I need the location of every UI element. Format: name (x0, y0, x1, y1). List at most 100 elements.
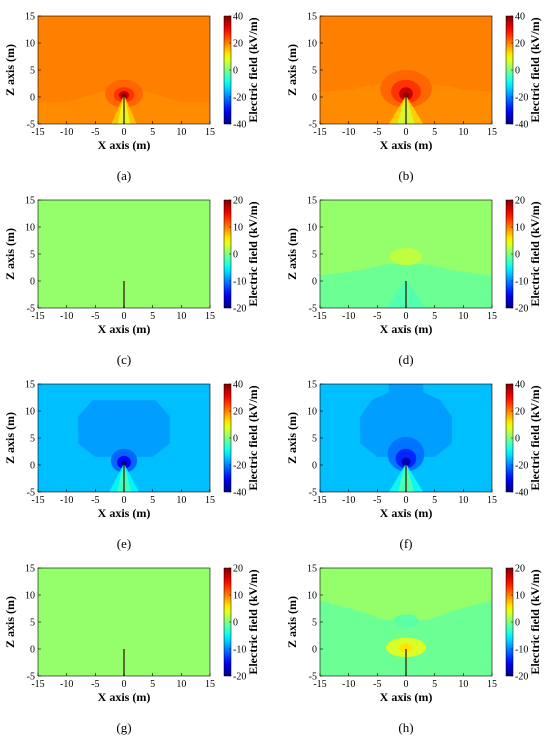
y-tick-label: -5 (27, 120, 35, 131)
x-tick-label: 5 (150, 311, 155, 322)
colorbar-tick-label: 10 (233, 223, 243, 234)
colorbar-tick-label: -20 (515, 672, 528, 683)
colorbar-tick-label: -10 (233, 277, 246, 288)
colorbar-tick-label: -10 (515, 277, 528, 288)
y-tick-label: 10 (307, 39, 317, 50)
colorbar-tick-label: 20 (515, 564, 525, 575)
x-tick-label: 15 (205, 679, 215, 690)
y-axis-label: Z axis (m) (3, 44, 17, 96)
colorbar-label: Electric field (kV/m) (246, 201, 260, 306)
heatmap-blob (399, 643, 413, 653)
y-tick-label: -5 (27, 304, 35, 315)
x-tick-label: 0 (122, 495, 127, 506)
colorbar-tick-label: -20 (515, 304, 528, 315)
colorbar-tick-label: -20 (233, 672, 246, 683)
colorbar-tick-label: -40 (233, 120, 246, 131)
x-tick-label: -5 (373, 495, 381, 506)
colorbar-label: Electric field (kV/m) (528, 17, 542, 122)
heatmap-area (320, 568, 492, 676)
colorbar-label: Electric field (kV/m) (246, 385, 260, 490)
x-tick-label: -5 (91, 679, 99, 690)
colorbar-tick-label: 20 (233, 39, 243, 50)
x-axis-label: X axis (m) (380, 506, 433, 520)
x-tick-label: 0 (122, 127, 127, 138)
heatmap-blob (401, 457, 411, 467)
heatmap-blob (121, 461, 127, 467)
y-tick-label: 5 (312, 618, 317, 629)
heatmap-area (38, 384, 210, 492)
y-tick-label: 15 (307, 380, 317, 391)
colorbar-tick-label: -20 (233, 461, 246, 472)
x-tick-label: -15 (313, 127, 326, 138)
x-tick-label: 5 (432, 127, 437, 138)
heatmap-blob (121, 93, 127, 99)
y-tick-label: 5 (30, 250, 35, 261)
y-tick-label: 5 (312, 434, 317, 445)
x-tick-label: 15 (487, 127, 497, 138)
panel-caption: (e) (117, 536, 131, 551)
x-axis-label: X axis (m) (98, 506, 151, 520)
x-tick-label: -5 (91, 311, 99, 322)
x-axis-label: X axis (m) (98, 322, 151, 336)
colorbar-tick-label: 10 (233, 591, 243, 602)
colorbar-tick-label: 40 (515, 380, 525, 391)
x-tick-label: 5 (432, 679, 437, 690)
heatmap-blob (389, 248, 423, 266)
heatmap-blob (393, 614, 419, 628)
colorbar-tick-label: 40 (233, 12, 243, 23)
y-tick-label: 0 (30, 645, 35, 656)
panel-caption: (d) (398, 352, 413, 367)
y-tick-label: 10 (307, 223, 317, 234)
panel-caption: (h) (398, 720, 413, 735)
x-tick-label: 15 (205, 495, 215, 506)
colorbar-tick-label: -20 (233, 93, 246, 104)
x-tick-label: -5 (91, 495, 99, 506)
panel-caption: (g) (116, 720, 131, 735)
x-tick-label: 0 (404, 495, 409, 506)
x-tick-label: -15 (31, 127, 44, 138)
x-tick-label: 5 (150, 127, 155, 138)
y-tick-label: -5 (309, 488, 317, 499)
x-tick-label: -5 (373, 311, 381, 322)
colorbar-tick-label: 20 (233, 564, 243, 575)
colorbar-label: Electric field (kV/m) (246, 17, 260, 122)
colorbar-tick-label: 0 (233, 66, 238, 77)
y-tick-label: -5 (309, 120, 317, 131)
x-tick-label: -15 (31, 679, 44, 690)
colorbar-tick-label: 0 (515, 434, 520, 445)
y-tick-label: -5 (27, 488, 35, 499)
y-tick-label: 0 (312, 645, 317, 656)
y-tick-label: 10 (307, 407, 317, 418)
y-tick-label: 15 (307, 564, 317, 575)
y-tick-label: 10 (25, 223, 35, 234)
x-tick-label: -10 (342, 127, 355, 138)
x-tick-label: -10 (60, 679, 73, 690)
colorbar-tick-label: -40 (515, 120, 528, 131)
x-tick-label: -15 (313, 311, 326, 322)
x-tick-label: 10 (176, 679, 186, 690)
colorbar-tick-label: 0 (515, 250, 520, 261)
y-tick-label: 10 (307, 591, 317, 602)
x-tick-label: -10 (342, 311, 355, 322)
x-tick-label: 15 (205, 127, 215, 138)
y-tick-label: 0 (312, 93, 317, 104)
x-tick-label: 15 (487, 311, 497, 322)
x-tick-label: 0 (122, 679, 127, 690)
x-tick-label: -10 (60, 311, 73, 322)
x-tick-label: 10 (458, 679, 468, 690)
y-tick-label: 0 (30, 461, 35, 472)
x-axis-label: X axis (m) (380, 690, 433, 704)
y-tick-label: 15 (307, 196, 317, 207)
x-tick-label: -5 (91, 127, 99, 138)
x-axis-label: X axis (m) (380, 322, 433, 336)
heatmap-area (38, 16, 210, 124)
colorbar-label: Electric field (kV/m) (528, 385, 542, 490)
colorbar-tick-label: -10 (515, 645, 528, 656)
